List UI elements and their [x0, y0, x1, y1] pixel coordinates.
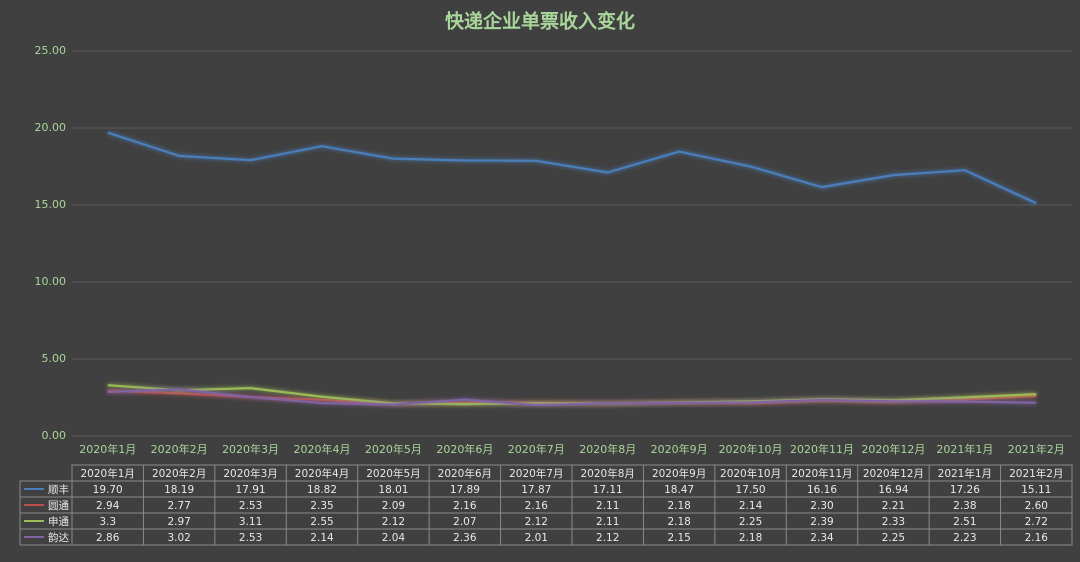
- table-cell: 2.53: [239, 532, 262, 544]
- x-tick-label: 2020年3月: [222, 442, 279, 456]
- table-cell: 2.94: [96, 500, 120, 512]
- y-tick-label: 15.00: [35, 198, 67, 211]
- table-cell: 3.3: [99, 516, 116, 528]
- table-cell: 16.16: [807, 484, 837, 496]
- table-cell: 19.70: [93, 484, 123, 496]
- y-tick-label: 10.00: [35, 275, 67, 288]
- table-cell: 2.12: [382, 516, 405, 528]
- x-tick-label: 2020年2月: [151, 442, 208, 456]
- table-header-cell: 2020年2月: [152, 467, 206, 480]
- x-tick-label: 2021年1月: [936, 442, 993, 456]
- table-cell: 2.21: [882, 500, 905, 512]
- table-header-cell: 2020年10月: [720, 467, 781, 480]
- table-cell: 2.53: [239, 500, 262, 512]
- table-cell: 2.30: [810, 500, 833, 512]
- table-cell: 2.35: [310, 500, 333, 512]
- x-tick-label: 2020年11月: [790, 442, 854, 456]
- table-cell: 2.18: [739, 532, 762, 544]
- x-tick-label: 2021年2月: [1008, 442, 1065, 456]
- table-cell: 2.36: [453, 532, 477, 544]
- table-cell: 2.12: [596, 532, 619, 544]
- table-cell: 17.91: [236, 484, 266, 496]
- table-cell: 2.18: [667, 500, 690, 512]
- legend-label: 圆通: [48, 500, 69, 512]
- table-cell: 2.25: [739, 516, 762, 528]
- table-cell: 2.97: [167, 516, 190, 528]
- chart-title: 快递企业单票收入变化: [445, 10, 635, 33]
- table-cell: 2.77: [167, 500, 190, 512]
- table-cell: 2.39: [810, 516, 833, 528]
- legend-label: 韵达: [48, 531, 69, 544]
- table-header-cell: 2021年2月: [1009, 467, 1063, 480]
- table-cell: 2.07: [453, 516, 476, 528]
- table-cell: 3.02: [167, 532, 190, 544]
- x-tick-label: 2020年10月: [719, 442, 783, 456]
- table-cell: 2.18: [667, 516, 690, 528]
- x-tick-label: 2020年8月: [579, 442, 636, 456]
- table-header-cell: 2020年1月: [81, 467, 135, 480]
- table-cell: 2.16: [525, 500, 549, 512]
- table-cell: 17.89: [450, 484, 480, 496]
- table-header-cell: 2020年9月: [652, 467, 706, 480]
- table-cell: 2.60: [1025, 500, 1048, 512]
- x-tick-label: 2020年5月: [365, 442, 422, 456]
- y-tick-label: 5.00: [42, 352, 67, 365]
- table-cell: 18.19: [164, 484, 194, 496]
- x-tick-label: 2020年4月: [294, 442, 351, 456]
- table-cell: 17.11: [593, 484, 623, 496]
- table-cell: 2.72: [1025, 516, 1048, 528]
- table-cell: 2.12: [525, 516, 548, 528]
- table-cell: 2.38: [953, 500, 976, 512]
- table-cell: 18.82: [307, 484, 337, 496]
- series-line: [107, 131, 1037, 205]
- x-tick-label: 2020年1月: [79, 442, 136, 456]
- table-header-cell: 2020年6月: [438, 467, 492, 480]
- legend-label: 申通: [48, 515, 69, 528]
- y-tick-label: 25.00: [35, 44, 67, 57]
- y-tick-label: 0.00: [42, 429, 67, 442]
- y-tick-label: 20.00: [35, 121, 67, 134]
- table-header-cell: 2020年11月: [791, 467, 852, 480]
- table-cell: 2.15: [667, 532, 690, 544]
- x-tick-label: 2020年6月: [436, 442, 493, 456]
- table-cell: 2.16: [453, 500, 477, 512]
- table-cell: 2.14: [739, 500, 763, 512]
- table-cell: 2.04: [382, 532, 406, 544]
- table-cell: 2.11: [596, 500, 619, 512]
- table-header-cell: 2020年7月: [509, 467, 563, 480]
- table-cell: 2.86: [96, 532, 120, 544]
- table-header-cell: 2020年3月: [223, 467, 277, 480]
- table-cell: 2.16: [1025, 532, 1049, 544]
- table-cell: 15.11: [1021, 484, 1051, 496]
- table-cell: 2.01: [525, 532, 548, 544]
- table-header-cell: 2020年8月: [581, 467, 635, 480]
- table-cell: 18.01: [378, 484, 408, 496]
- table-header-cell: 2021年1月: [938, 467, 992, 480]
- table-cell: 2.51: [953, 516, 976, 528]
- table-cell: 2.34: [810, 532, 834, 544]
- table-cell: 2.25: [882, 532, 905, 544]
- table-cell: 2.14: [310, 532, 334, 544]
- table-cell: 2.11: [596, 516, 619, 528]
- table-header-cell: 2020年12月: [863, 467, 924, 480]
- table-cell: 2.33: [882, 516, 905, 528]
- table-header-cell: 2020年4月: [295, 467, 349, 480]
- series-line: [107, 388, 1037, 407]
- table-cell: 17.26: [950, 484, 980, 496]
- table-cell: 17.50: [736, 484, 766, 496]
- table-cell: 2.55: [310, 516, 333, 528]
- legend-label: 顺丰: [48, 483, 69, 496]
- table-cell: 18.47: [664, 484, 694, 496]
- x-tick-label: 2020年7月: [508, 442, 565, 456]
- table-cell: 2.23: [953, 532, 976, 544]
- table-cell: 16.94: [878, 484, 908, 496]
- x-tick-label: 2020年12月: [861, 442, 925, 456]
- table-header-cell: 2020年5月: [366, 467, 420, 480]
- x-tick-label: 2020年9月: [651, 442, 708, 456]
- table-cell: 3.11: [239, 516, 262, 528]
- table-cell: 17.87: [521, 484, 551, 496]
- table-cell: 2.09: [382, 500, 405, 512]
